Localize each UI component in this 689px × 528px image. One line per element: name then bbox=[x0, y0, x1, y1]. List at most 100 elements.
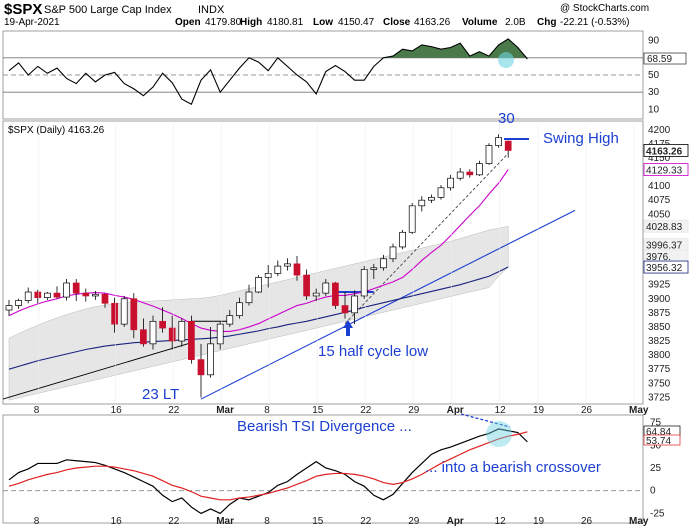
candle bbox=[264, 273, 272, 278]
indicator-value-tag bbox=[643, 434, 681, 446]
candle bbox=[456, 171, 464, 179]
y-tick-label: 4075 bbox=[648, 195, 671, 206]
up-trendline bbox=[200, 209, 576, 400]
price-tag-label: 4163.26 bbox=[646, 146, 683, 157]
candle bbox=[476, 163, 483, 176]
y-tick-label: 3900 bbox=[648, 294, 671, 305]
last-value-tag bbox=[643, 52, 687, 65]
close-value: 4163.26 bbox=[414, 17, 451, 28]
y-tick-label: 10 bbox=[648, 104, 660, 115]
candle bbox=[351, 295, 358, 314]
open-label: Open bbox=[175, 17, 201, 28]
divergence-line bbox=[460, 413, 511, 428]
y-tick-label: 0 bbox=[650, 486, 656, 497]
close-label: Close bbox=[383, 17, 411, 28]
symbol: $SPX bbox=[4, 1, 42, 18]
bottom-highlight-circle bbox=[486, 421, 512, 447]
x-tick-label: Mar bbox=[216, 516, 234, 527]
long-term-trendline bbox=[2, 342, 192, 400]
candle bbox=[197, 359, 205, 376]
x-tick-label: 19 bbox=[533, 405, 545, 416]
annotations: 30 Swing High 15 half cycle low 23 LT Be… bbox=[142, 52, 619, 476]
price-tag bbox=[643, 144, 689, 157]
y-tick-label: 3875 bbox=[648, 308, 671, 319]
candle bbox=[466, 171, 474, 176]
index-name: S&P 500 Large Cap Index bbox=[44, 4, 172, 16]
candle bbox=[92, 293, 99, 297]
x-tick-label: 12 bbox=[495, 516, 507, 527]
candle bbox=[447, 177, 454, 189]
chg-label: Chg bbox=[537, 17, 556, 28]
candle bbox=[504, 140, 512, 151]
x-tick-label: 29 bbox=[408, 516, 420, 527]
candle bbox=[188, 320, 195, 360]
candle bbox=[236, 302, 243, 317]
candle bbox=[274, 265, 282, 274]
candle bbox=[255, 277, 262, 293]
date: 19-Apr-2021 bbox=[4, 17, 60, 28]
last-value-label: 68.59 bbox=[647, 54, 672, 65]
price-tag bbox=[643, 163, 689, 176]
x-tick-label: 12 bbox=[495, 405, 507, 416]
open-value: 4179.80 bbox=[205, 17, 242, 28]
price-tag-label: 4129.33 bbox=[646, 166, 683, 177]
y-tick-label: 75 bbox=[650, 418, 662, 429]
x-tick-label: 22 bbox=[168, 516, 180, 527]
candle bbox=[380, 258, 387, 269]
chart-header: $SPX S&P 500 Large Cap Index INDX @ Stoc… bbox=[4, 1, 649, 28]
x-tick-label: Apr bbox=[447, 516, 464, 527]
candle bbox=[332, 282, 339, 306]
x-tick-label: 22 bbox=[168, 405, 180, 416]
half-cycle-low-label: 15 half cycle low bbox=[318, 343, 428, 360]
price-tag-label: 3996.37 bbox=[646, 240, 683, 251]
x-tick-label: 22 bbox=[360, 405, 372, 416]
candle bbox=[149, 320, 157, 345]
candle bbox=[140, 329, 147, 345]
price-tag bbox=[643, 260, 689, 274]
low-label: Low bbox=[313, 17, 333, 28]
short-moving-average bbox=[8, 169, 509, 333]
price-panel: $SPX (Daily) 4163.26 4200417541504125410… bbox=[2, 125, 689, 403]
candle bbox=[485, 145, 493, 164]
arrow-up-icon bbox=[343, 320, 353, 336]
candle bbox=[418, 199, 426, 207]
candle bbox=[178, 320, 186, 342]
cycle-30-label: 30 bbox=[498, 110, 515, 127]
exchange: INDX bbox=[198, 4, 225, 16]
candle bbox=[389, 246, 397, 260]
price-tag-label: 3956.32 bbox=[646, 263, 683, 274]
volume-label: Volume bbox=[462, 17, 498, 28]
copyright: @ StockCharts.com bbox=[560, 3, 649, 14]
swing-high-label: Swing High bbox=[543, 130, 619, 147]
y-tick-label: 4050 bbox=[648, 209, 671, 220]
candle bbox=[63, 282, 70, 298]
tsi-line bbox=[8, 428, 528, 515]
y-tick-label: -25 bbox=[650, 508, 665, 519]
candle bbox=[24, 291, 32, 301]
candle bbox=[111, 302, 118, 325]
overbought-fill bbox=[9, 38, 528, 58]
candle bbox=[284, 263, 291, 267]
candle bbox=[428, 197, 435, 201]
candle bbox=[5, 305, 13, 311]
candle bbox=[370, 267, 378, 270]
candle bbox=[82, 292, 90, 297]
candle bbox=[360, 269, 368, 297]
y-tick-label: 3850 bbox=[648, 322, 671, 333]
high-value: 4180.81 bbox=[267, 17, 304, 28]
x-tick-label: Apr bbox=[447, 405, 464, 416]
candle bbox=[495, 137, 502, 146]
x-tick-label: May bbox=[629, 405, 649, 416]
y-tick-label: 3800 bbox=[648, 350, 671, 361]
high-label: High bbox=[240, 17, 262, 28]
candle bbox=[303, 274, 310, 297]
x-tick-label: 8 bbox=[34, 516, 40, 527]
indicator-line bbox=[8, 38, 528, 106]
y-tick-label: 25 bbox=[650, 463, 662, 474]
x-tick-label: 22 bbox=[360, 516, 372, 527]
candle bbox=[216, 323, 224, 345]
bottom-panel-frame bbox=[2, 414, 644, 524]
x-axis: 8 8 16 16 22 22 Mar Mar 8 8 15 15 22 22 29 29 Apr Apr 12 12… bbox=[34, 121, 649, 527]
